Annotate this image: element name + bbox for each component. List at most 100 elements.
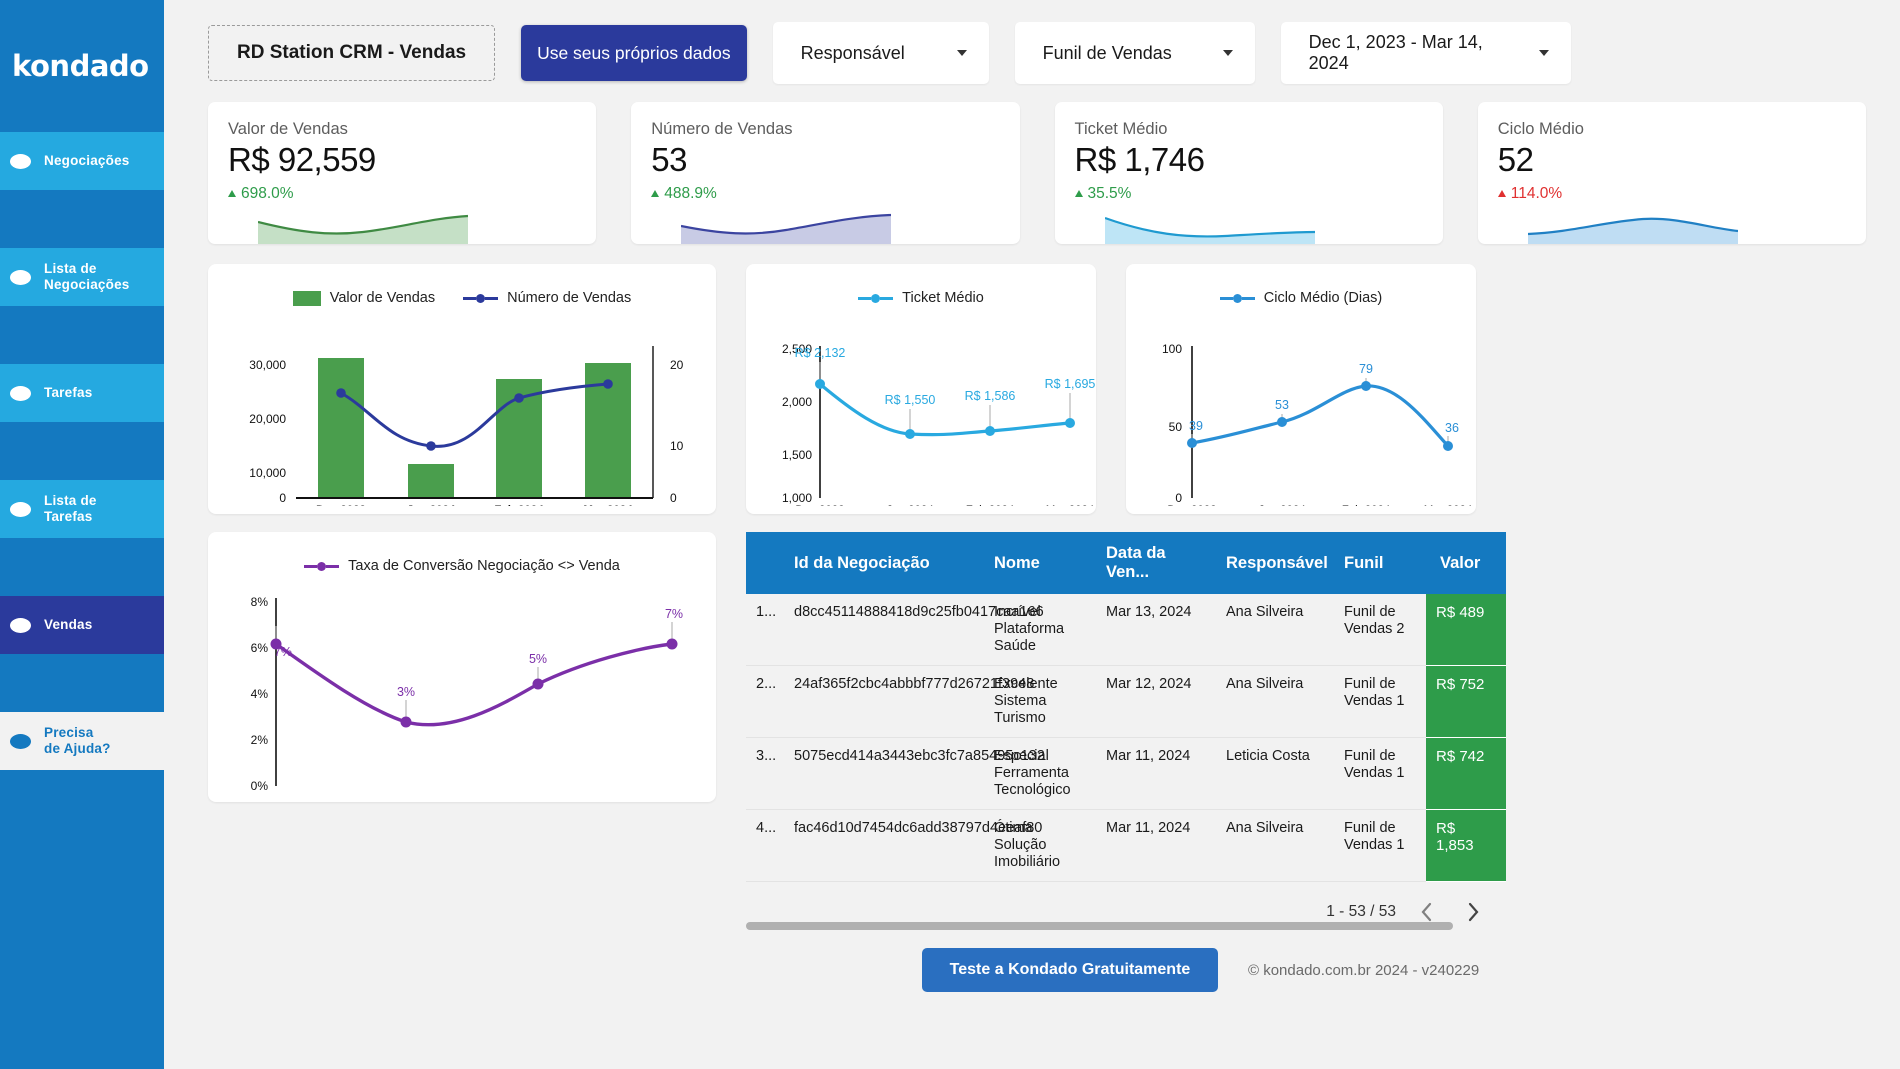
line-ticket-medio xyxy=(818,382,1071,437)
cell-resp: Ana Silveira xyxy=(1216,809,1334,882)
y-tick-right: 0 xyxy=(670,491,677,505)
sidebar-item-lista-tarefas[interactable]: Lista de Tarefas xyxy=(0,480,164,538)
data-label: R$ 2,132 xyxy=(795,346,846,360)
sidebar-item-vendas[interactable]: Vendas xyxy=(0,596,164,654)
line-point xyxy=(400,716,412,728)
y-tick: 2,500 xyxy=(782,342,812,356)
y-tick: 1,500 xyxy=(782,448,812,462)
kpi-value: R$ 92,559 xyxy=(228,141,376,178)
col-header-data[interactable]: Data da Ven... xyxy=(1096,532,1216,594)
line-point xyxy=(985,426,995,436)
cell-data: Mar 11, 2024 xyxy=(1096,737,1216,810)
cell-nome: Excelente Sistema Turismo xyxy=(984,665,1096,738)
data-label: 36 xyxy=(1445,421,1459,435)
toolbar: RD Station CRM - Vendas Use seus próprio… xyxy=(164,0,1900,84)
arrow-up-icon xyxy=(1074,189,1083,197)
legend-item-valor-vendas[interactable]: Valor de Vendas xyxy=(292,290,435,306)
cell-nome: Ótima Solução Imobiliário xyxy=(984,809,1096,882)
dot-icon xyxy=(10,385,31,401)
sidebar-item-label: Precisa de Ajuda? xyxy=(44,725,111,757)
data-label: R$ 1,586 xyxy=(965,389,1016,403)
table-row[interactable]: 3... 5075ecd414a3443ebc3fc7a85495c132 Es… xyxy=(746,737,1506,810)
table-header-row: Id da Negociação Nome Data da Ven... Res… xyxy=(746,532,1506,594)
kpi-card-valor-vendas: Valor de Vendas R$ 92,559 698.0% xyxy=(208,102,597,244)
cta-button[interactable]: Teste a Kondado Gratuitamente xyxy=(922,948,1218,992)
sidebar-item-negociacoes[interactable]: Negociações xyxy=(0,132,164,190)
col-header-nome[interactable]: Nome xyxy=(984,532,1096,594)
table-horizontal-scrollbar[interactable] xyxy=(746,922,1506,930)
y-tick-right: 20 xyxy=(670,358,684,372)
filter-responsavel[interactable]: Responsável xyxy=(772,22,989,84)
dot-icon xyxy=(10,501,31,517)
filter-funil[interactable]: Funil de Vendas xyxy=(1014,22,1255,84)
line-chart-ciclo-medio: 100 50 0 39 53 79 36 xyxy=(1162,342,1473,517)
dot-icon xyxy=(10,733,31,749)
bar-dec-2023 xyxy=(318,358,364,498)
pagination-next-button[interactable] xyxy=(1458,897,1488,927)
sidebar-item-lista-negociacoes[interactable]: Lista de Negociações xyxy=(0,248,164,306)
kpi-delta-value: 698.0% xyxy=(241,185,294,202)
line-taxa-conversao xyxy=(275,642,673,727)
sidebar-item-ajuda[interactable]: Precisa de Ajuda? xyxy=(0,712,164,770)
kpi-value: 52 xyxy=(1497,141,1534,178)
cell-valor: R$ 1,853 xyxy=(1426,809,1506,882)
legend-item-numero-vendas[interactable]: Número de Vendas xyxy=(463,290,631,306)
data-label: 7% xyxy=(665,607,683,621)
legend-item-taxa-conversao[interactable]: Taxa de Conversão Negociação <> Venda xyxy=(304,558,620,574)
data-label: R$ 1,695 xyxy=(1045,377,1096,391)
line-point xyxy=(426,441,436,451)
cell-resp: Ana Silveira xyxy=(1216,665,1334,738)
chevron-right-icon xyxy=(1468,902,1479,922)
scrollbar-thumb[interactable] xyxy=(746,922,1453,930)
brand-logo: kondado xyxy=(0,0,164,132)
y-tick-right: 10 xyxy=(670,439,684,453)
col-header-funil[interactable]: Funil xyxy=(1334,532,1426,594)
pagination-prev-button[interactable] xyxy=(1412,897,1442,927)
y-tick: 0% xyxy=(251,779,269,792)
sidebar-spacer-2 xyxy=(0,306,164,364)
x-tick: Dec 2023 xyxy=(316,505,366,506)
legend-item-ciclo-medio[interactable]: Ciclo Médio (Dias) xyxy=(1219,290,1382,306)
kpi-label: Valor de Vendas xyxy=(228,120,348,138)
col-header-valor[interactable]: Valor xyxy=(1426,532,1506,594)
cell-valor: R$ 752 xyxy=(1426,665,1506,738)
line-point xyxy=(666,638,678,650)
y-tick: 8% xyxy=(251,595,269,609)
x-tick: Dec 2023 xyxy=(795,505,844,506)
legend-label: Taxa de Conversão Negociação <> Venda xyxy=(348,558,620,574)
legend-item-ticket-medio[interactable]: Ticket Médio xyxy=(858,290,984,306)
cell-id: 5075ecd414a3443ebc3fc7a85495c132 xyxy=(784,737,1045,810)
x-tick: Feb 2024 xyxy=(494,505,544,506)
cell-valor: R$ 742 xyxy=(1426,737,1506,810)
sidebar-item-label-line2: Tarefas xyxy=(44,509,93,524)
chevron-down-icon xyxy=(1222,50,1233,56)
table-row[interactable]: 4... fac46d10d7454dc6add38797d4eeaf80 Ót… xyxy=(746,809,1506,882)
col-header-resp[interactable]: Responsável xyxy=(1216,532,1334,594)
line-chart-ticket-medio: 2,500 2,000 1,500 1,000 R$ 2,132 xyxy=(782,342,1096,517)
y-tick-left: 20,000 xyxy=(249,412,286,426)
cell-nome: Incrível Plataforma Saúde xyxy=(984,594,1096,666)
sidebar-item-label: Lista de Tarefas xyxy=(44,493,97,525)
col-header-id[interactable]: Id da Negociação xyxy=(784,532,984,594)
line-swatch-icon xyxy=(1219,293,1255,303)
arrow-up-icon xyxy=(1497,189,1506,197)
line-ciclo-medio xyxy=(1191,384,1450,448)
chevron-left-icon xyxy=(1421,902,1432,922)
table-row[interactable]: 2... 24af365f2cbc4abbbf777d26721f3948 Ex… xyxy=(746,665,1506,738)
deals-table: Id da Negociação Nome Data da Ven... Res… xyxy=(746,532,1506,882)
y-tick: 6% xyxy=(251,641,269,655)
sidebar-item-tarefas[interactable]: Tarefas xyxy=(0,364,164,422)
data-label: R$ 1,550 xyxy=(885,393,936,407)
col-header-index[interactable] xyxy=(746,532,784,594)
cell-index: 2... xyxy=(746,665,784,738)
chart-card-vendas: Valor de Vendas Número de Vendas 30,000 … xyxy=(208,264,716,517)
use-own-data-button[interactable]: Use seus próprios dados xyxy=(521,25,747,81)
legend-label: Número de Vendas xyxy=(507,290,632,306)
page-title: RD Station CRM - Vendas xyxy=(208,25,496,81)
table-row[interactable]: 1... d8cc45114888418d9c25fb0417caa166 In… xyxy=(746,594,1506,666)
filter-date-range[interactable]: Dec 1, 2023 - Mar 14, 2024 xyxy=(1280,22,1571,84)
kpi-delta: 114.0% xyxy=(1478,179,1866,203)
line-point xyxy=(532,678,544,690)
kpi-value: 53 xyxy=(651,141,687,178)
x-tick: Jan 2024 xyxy=(407,505,456,506)
